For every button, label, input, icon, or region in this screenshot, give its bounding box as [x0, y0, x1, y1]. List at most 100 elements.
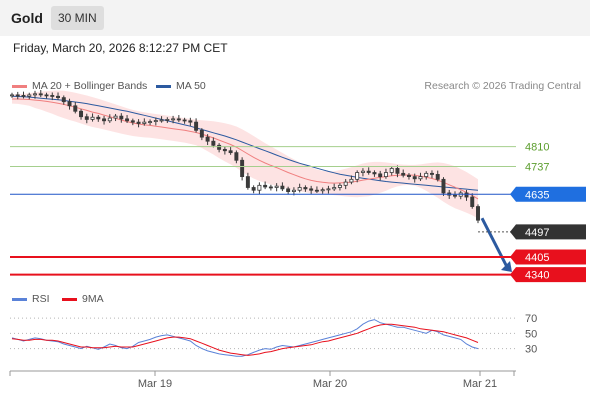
- credit-text: Research © 2026 Trading Central: [424, 80, 581, 92]
- rsi-9ma-line: [11, 323, 479, 356]
- candle-body: [194, 121, 199, 131]
- candle-body: [453, 194, 457, 197]
- candle-body: [383, 172, 388, 178]
- candle-body: [171, 118, 176, 121]
- candle-body: [401, 172, 406, 176]
- candle-body: [406, 174, 411, 178]
- candle-body: [222, 148, 227, 152]
- candle-body: [21, 95, 26, 97]
- level-label-4497: 4497: [525, 227, 549, 239]
- candle-body: [50, 95, 55, 97]
- candle-body: [412, 176, 417, 180]
- legend-ma50: MA 50: [156, 80, 206, 92]
- candle-body: [211, 140, 216, 146]
- candle-body: [107, 117, 112, 122]
- level-label-4405: 4405: [525, 252, 549, 264]
- candle-body: [79, 110, 84, 118]
- level-label-4810: 4810: [525, 142, 549, 154]
- candle-body: [90, 116, 95, 120]
- candle-body: [424, 172, 429, 178]
- ma50-swatch-icon: [156, 84, 171, 88]
- candle-body: [343, 181, 348, 186]
- candle-body: [332, 187, 337, 190]
- candle-body: [84, 116, 89, 120]
- candle-body: [355, 172, 360, 180]
- candle-body: [309, 188, 314, 191]
- rsi-axis-label-70: 70: [525, 313, 537, 325]
- candle-body: [326, 188, 331, 191]
- candle-body: [303, 187, 308, 190]
- candle-body: [15, 94, 20, 97]
- time-label-2: Mar 21: [463, 378, 497, 390]
- candle-body: [205, 136, 210, 142]
- candle-body: [314, 189, 319, 192]
- candle-body: [470, 196, 475, 207]
- candle-body: [360, 170, 365, 173]
- candle-body: [320, 189, 325, 192]
- candle-body: [464, 192, 469, 198]
- candle-body: [435, 174, 440, 180]
- candle-body: [96, 116, 101, 120]
- candle-body: [240, 159, 245, 178]
- candle-body: [349, 178, 354, 183]
- candle-body: [148, 121, 153, 123]
- candle-body: [234, 152, 239, 161]
- candle-body: [378, 173, 383, 178]
- chart-datetime: Friday, March 20, 2026 8:12:27 PM CET: [13, 41, 228, 55]
- candle-body: [136, 121, 141, 124]
- candle-body: [165, 119, 170, 121]
- candle-body: [263, 184, 268, 188]
- candle-body: [366, 170, 371, 173]
- candle-body: [228, 150, 233, 154]
- candle-body: [286, 188, 291, 192]
- candle-body: [38, 93, 43, 96]
- time-axis: Mar 19 Mar 20 Mar 21: [9, 370, 516, 390]
- candle-body: [280, 185, 285, 190]
- timeframe-button[interactable]: 30 MIN: [51, 6, 104, 30]
- candle-body: [113, 115, 118, 119]
- candle-body: [188, 120, 193, 123]
- rsi-swatch-icon: [12, 297, 27, 301]
- candle-body: [125, 118, 130, 122]
- candle-body: [27, 94, 32, 97]
- candle-body: [389, 168, 394, 173]
- time-label-1: Mar 20: [313, 378, 347, 390]
- candle-body: [56, 95, 61, 99]
- ma20-line: [12, 98, 479, 200]
- candle-body: [67, 101, 72, 107]
- header-bar: Gold 30 MIN: [0, 0, 590, 36]
- level-tag-4497: [510, 224, 586, 240]
- ma9-swatch-icon: [62, 297, 77, 301]
- candle-body: [418, 176, 423, 180]
- candle-body: [441, 178, 446, 194]
- forecast-arrow-head-icon: [501, 261, 512, 272]
- candle-body: [199, 129, 204, 138]
- legend-ma20-bb: MA 20 + Bollinger Bands: [12, 80, 147, 92]
- candle-body: [44, 94, 49, 97]
- bollinger-band: [12, 90, 478, 219]
- candle-body: [119, 115, 124, 120]
- level-tag-4405: [510, 249, 586, 265]
- key-levels: 4810 4737 4635 4497 4405 4340: [10, 142, 586, 283]
- time-label-0: Mar 19: [138, 378, 172, 390]
- level-label-4737: 4737: [525, 162, 549, 174]
- rsi-line: [11, 319, 479, 357]
- candle-body: [142, 121, 147, 124]
- candle-body: [297, 187, 302, 191]
- candle-body: [33, 93, 37, 96]
- candle-body: [73, 105, 78, 112]
- legend-rsi: RSI: [12, 293, 50, 305]
- level-label-4635: 4635: [525, 189, 549, 201]
- symbol-title: Gold: [11, 10, 43, 26]
- candle-body: [102, 118, 107, 122]
- candle-body: [268, 186, 273, 189]
- legend-ma20-label: MA 20 + Bollinger Bands: [32, 80, 148, 92]
- level-tag-4635: [510, 186, 586, 202]
- candle-body: [395, 168, 400, 174]
- rsi-axis-label-50: 50: [525, 328, 537, 340]
- candle-body: [176, 118, 181, 121]
- candle-body: [245, 176, 250, 188]
- candle-body: [337, 184, 342, 188]
- candle-body: [429, 172, 434, 175]
